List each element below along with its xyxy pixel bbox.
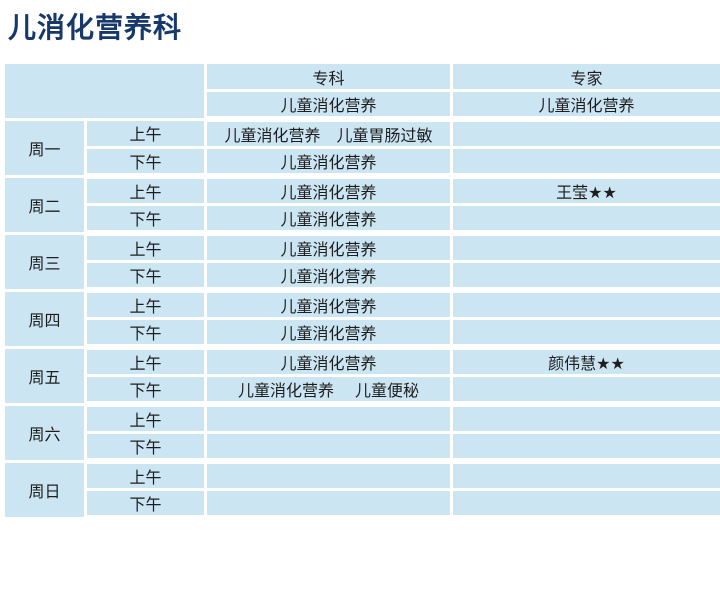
expert-cell (450, 117, 720, 149)
specialty-cell: 儿童消化营养 (204, 260, 453, 293)
time-label-pm: 下午 (84, 260, 207, 293)
time-label-pm: 下午 (84, 431, 207, 464)
corner-cell (2, 61, 207, 121)
subheader-specialty: 儿童消化营养 (204, 89, 453, 122)
schedule-row-monday-pm: 下午 儿童消化营养 (4, 146, 720, 179)
title-bar: 儿消化营养科 (0, 0, 720, 61)
schedule-row-tuesday-am: 周二 上午 儿童消化营养 王莹★★ (2, 174, 720, 235)
subheader-row: 儿童消化营养 儿童消化营养 (4, 89, 720, 122)
day-label: 周日 (2, 459, 87, 520)
time-label-pm: 下午 (84, 203, 207, 236)
day-label: 周四 (2, 288, 87, 349)
time-label-pm: 下午 (84, 317, 207, 350)
schedule-row-thursday-pm: 下午 儿童消化营养 (4, 317, 720, 350)
day-label: 周一 (2, 117, 87, 178)
department-title: 儿消化营养科 (8, 11, 183, 44)
schedule-row-thursday-am: 周四 上午 儿童消化营养 (2, 288, 720, 349)
schedule-row-sunday-pm: 下午 (4, 488, 720, 521)
schedule-row-friday-am: 周五 上午 儿童消化营养 颜伟慧★★ (2, 345, 720, 406)
day-label: 周二 (2, 174, 87, 235)
expert-cell (450, 260, 720, 293)
schedule-row-friday-pm: 下午 儿童消化营养 儿童便秘 (4, 374, 720, 407)
specialty-cell (204, 402, 453, 434)
schedule-row-saturday-pm: 下午 (4, 431, 720, 464)
subheader-expert: 儿童消化营养 (450, 89, 720, 122)
expert-cell (450, 459, 720, 491)
expert-cell (450, 288, 720, 320)
expert-cell (450, 231, 720, 263)
header-row: 专科 专家 (2, 61, 720, 121)
specialty-cell: 儿童消化营养 儿童便秘 (204, 374, 453, 407)
day-label: 周六 (2, 402, 87, 463)
time-label-pm: 下午 (84, 488, 207, 521)
column-header-expert: 专家 (450, 61, 720, 92)
specialty-cell: 儿童消化营养 (204, 317, 453, 350)
time-label-am: 上午 (84, 174, 207, 206)
expert-cell: 颜伟慧★★ (450, 345, 720, 377)
time-label-am: 上午 (84, 231, 207, 263)
specialty-cell: 儿童消化营养 (204, 345, 453, 377)
day-label: 周三 (2, 231, 87, 292)
expert-cell (450, 146, 720, 179)
schedule-row-wednesday-am: 周三 上午 儿童消化营养 (2, 231, 720, 292)
specialty-cell: 儿童消化营养 (204, 146, 453, 179)
specialty-cell: 儿童消化营养 (204, 288, 453, 320)
time-label-pm: 下午 (84, 374, 207, 407)
specialty-cell (204, 488, 453, 521)
expert-cell (450, 431, 720, 464)
specialty-cell: 儿童消化营养 儿童胃肠过敏 (204, 117, 453, 149)
specialty-cell (204, 431, 453, 464)
schedule-row-saturday-am: 周六 上午 (2, 402, 720, 463)
day-label: 周五 (2, 345, 87, 406)
expert-cell (450, 203, 720, 236)
time-label-am: 上午 (84, 402, 207, 434)
schedule-row-tuesday-pm: 下午 儿童消化营养 (4, 203, 720, 236)
schedule-row-wednesday-pm: 下午 儿童消化营养 (4, 260, 720, 293)
time-label-am: 上午 (84, 459, 207, 491)
expert-cell (450, 488, 720, 521)
time-label-am: 上午 (84, 288, 207, 320)
specialty-cell (204, 459, 453, 491)
expert-cell (450, 374, 720, 407)
time-label-am: 上午 (84, 117, 207, 149)
specialty-cell: 儿童消化营养 (204, 231, 453, 263)
column-header-specialty: 专科 (204, 61, 453, 92)
expert-cell: 王莹★★ (450, 174, 720, 206)
specialty-cell: 儿童消化营养 (204, 174, 453, 206)
schedule-table: 专科 专家 儿童消化营养 儿童消化营养 周一 上午 儿童消化营养 儿童胃肠过敏 … (2, 61, 720, 521)
schedule-row-monday-am: 周一 上午 儿童消化营养 儿童胃肠过敏 (2, 117, 720, 178)
schedule-row-sunday-am: 周日 上午 (2, 459, 720, 520)
time-label-am: 上午 (84, 345, 207, 377)
specialty-cell: 儿童消化营养 (204, 203, 453, 236)
time-label-pm: 下午 (84, 146, 207, 179)
expert-cell (450, 317, 720, 350)
expert-cell (450, 402, 720, 434)
